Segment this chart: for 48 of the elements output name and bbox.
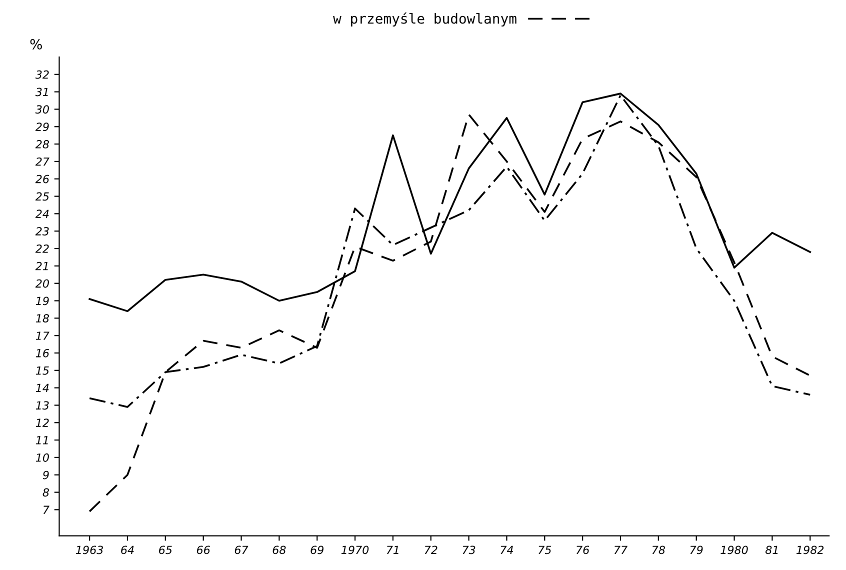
y-axis-title: % <box>30 39 42 50</box>
y-tick-label: 10 <box>36 453 49 462</box>
x-tick-label: 67 <box>234 546 248 554</box>
y-tick-label: 8 <box>42 488 50 497</box>
y-tick-label: 29 <box>35 122 49 132</box>
x-tick-label: 73 <box>462 546 476 554</box>
y-tick-label: 26 <box>35 174 50 184</box>
y-tick-label: 11 <box>36 436 48 444</box>
x-tick-label: 1970 <box>341 546 369 554</box>
y-tick-label: 24 <box>35 210 49 218</box>
y-tick-label: 21 <box>35 262 48 270</box>
y-tick-label: 19 <box>36 296 49 306</box>
legend-label: w przemyśle budowlanym <box>333 12 516 26</box>
x-tick-label: 77 <box>614 546 628 554</box>
y-tick-label: 9 <box>42 470 49 480</box>
y-tick-label: 12 <box>36 418 49 427</box>
y-tick-label: 13 <box>36 401 49 410</box>
y-tick-label: 27 <box>35 157 50 166</box>
x-tick-label: 75 <box>538 546 552 554</box>
y-tick-label: 7 <box>43 506 50 514</box>
y-tick-label: 28 <box>35 140 50 148</box>
x-tick-label: 81 <box>765 546 778 554</box>
y-tick-label: 31 <box>35 88 48 96</box>
y-tick-label: 14 <box>36 384 49 392</box>
y-tick-label: 22 <box>35 244 49 253</box>
x-tick-label: 1980 <box>720 546 748 554</box>
x-tick-label: 69 <box>310 546 324 554</box>
x-tick-label: 76 <box>576 546 590 554</box>
y-tick-label: 17 <box>36 332 50 340</box>
y-tick-label: 18 <box>36 314 50 323</box>
y-tick-label: 23 <box>35 227 49 236</box>
y-tick-label: 30 <box>35 105 49 114</box>
x-tick-label: 74 <box>500 546 513 554</box>
y-tick-label: 16 <box>36 348 50 358</box>
y-tick-label: 25 <box>35 192 49 201</box>
y-tick-label: 15 <box>36 366 49 375</box>
x-tick-label: 64 <box>121 546 134 554</box>
x-tick-label: 72 <box>424 546 438 554</box>
y-tick-label: 32 <box>35 70 49 79</box>
x-tick-label: 1963 <box>76 546 103 554</box>
x-tick-label: 66 <box>196 546 210 554</box>
y-tick-label: 20 <box>35 279 49 288</box>
x-tick-label: 65 <box>159 546 172 554</box>
x-tick-label: 79 <box>690 546 703 554</box>
x-tick-label: 78 <box>652 546 666 554</box>
x-tick-label: 68 <box>272 546 286 554</box>
x-tick-label: 71 <box>386 546 398 554</box>
x-tick-label: 1982 <box>796 546 824 554</box>
